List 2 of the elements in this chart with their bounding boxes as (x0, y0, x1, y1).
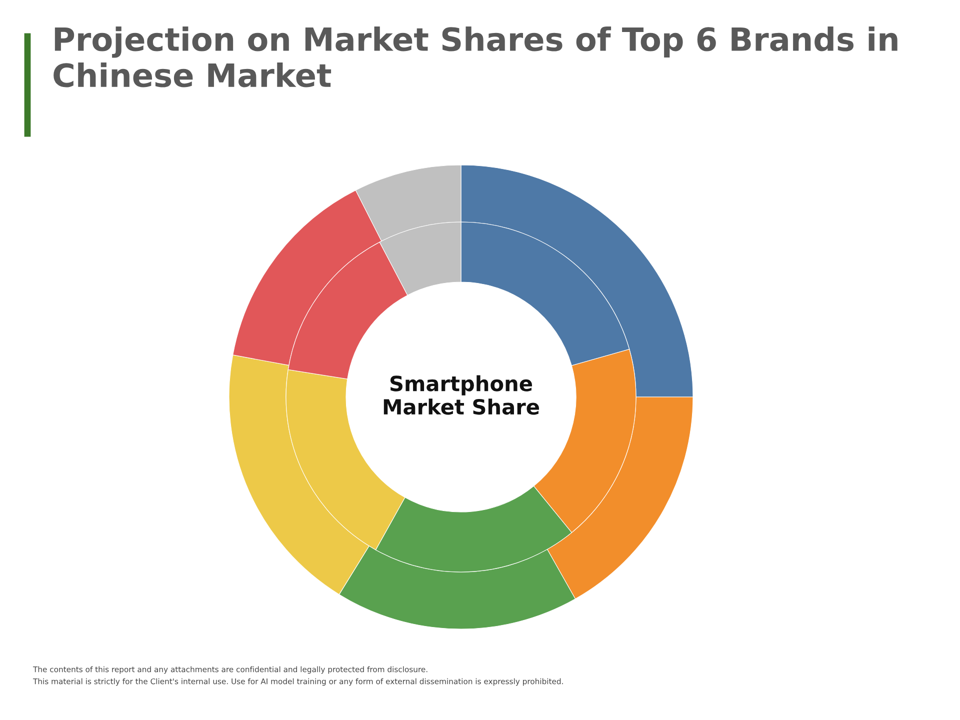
text: Smartphone Market Share (384, 375, 539, 415)
chart-title: Projection on Market Shares of Top 6 Brands in Chinese Market (54, 26, 898, 88)
